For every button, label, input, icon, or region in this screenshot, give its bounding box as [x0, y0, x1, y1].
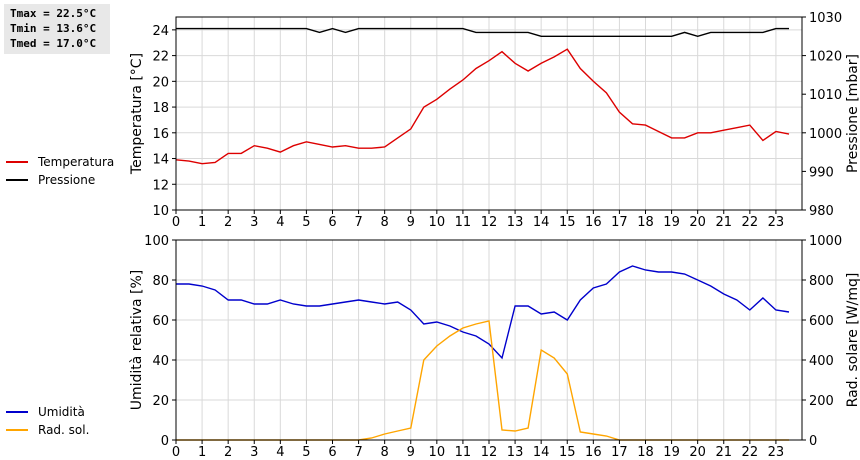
series-line-2 — [176, 265, 790, 360]
y2-tick-label: 800 — [809, 274, 834, 289]
y2-tick-label: 1030 — [809, 11, 842, 26]
x-tick-label: 11 — [455, 215, 472, 230]
x-tick-label: 5 — [302, 215, 310, 230]
y-tick-label: 22 — [152, 50, 169, 65]
y-axis-label: Umidità relativa [%] — [129, 270, 145, 411]
y-tick-label: 20 — [152, 394, 169, 409]
y-tick-label: 40 — [152, 354, 169, 369]
x-tick-label: 9 — [407, 445, 415, 460]
x-tick-label: 3 — [250, 445, 258, 460]
x-tick-label: 18 — [637, 445, 654, 460]
series-line-1 — [176, 27, 789, 38]
y2-tick-label: 400 — [809, 354, 834, 369]
x-tick-label: 15 — [559, 215, 576, 230]
y2-tick-label: 1020 — [809, 50, 842, 65]
y2-tick-label: 200 — [809, 394, 834, 409]
stats-box: Tmax = 22.5°C Tmin = 13.6°C Tmed = 17.0°… — [4, 4, 110, 54]
x-tick-label: 0 — [172, 215, 180, 230]
y2-tick-label: 980 — [809, 204, 834, 219]
y-tick-label: 18 — [152, 101, 169, 116]
x-tick-label: 17 — [611, 215, 628, 230]
x-tick-label: 4 — [276, 445, 284, 460]
x-tick-label: 9 — [407, 215, 415, 230]
x-tick-label: 3 — [250, 215, 258, 230]
y-tick-label: 24 — [152, 24, 169, 39]
x-tick-label: 16 — [585, 445, 602, 460]
legend-label: Temperatura — [37, 155, 114, 169]
series-line-3 — [176, 320, 789, 441]
x-tick-label: 8 — [381, 215, 389, 230]
x-tick-label: 22 — [742, 445, 759, 460]
legend-label: Rad. sol. — [38, 423, 89, 437]
y-tick-label: 14 — [152, 153, 169, 168]
x-tick-label: 21 — [715, 445, 732, 460]
x-tick-label: 10 — [429, 445, 446, 460]
x-tick-label: 2 — [224, 445, 232, 460]
legend-label: Umidità — [38, 405, 85, 419]
x-tick-label: 21 — [715, 215, 732, 230]
y-tick-label: 100 — [144, 234, 169, 249]
x-tick-label: 4 — [276, 215, 284, 230]
tmax-text: Tmax = 22.5°C — [10, 7, 97, 20]
y-axis-label: Temperatura [°C] — [129, 53, 145, 175]
x-tick-label: 15 — [559, 445, 576, 460]
x-tick-label: 20 — [689, 215, 706, 230]
y-tick-label: 16 — [152, 127, 169, 142]
legend-label: Pressione — [38, 173, 95, 187]
tmed-text: Tmed = 17.0°C — [10, 37, 97, 50]
y-tick-label: 20 — [152, 75, 169, 90]
x-tick-label: 14 — [533, 215, 550, 230]
y2-tick-label: 600 — [809, 314, 834, 329]
x-tick-label: 1 — [198, 445, 206, 460]
tmin-text: Tmin = 13.6°C — [10, 22, 97, 35]
x-tick-label: 23 — [768, 445, 785, 460]
y-tick-label: 0 — [161, 434, 169, 449]
x-tick-label: 0 — [172, 445, 180, 460]
x-tick-label: 13 — [507, 215, 524, 230]
x-tick-label: 6 — [328, 215, 336, 230]
x-tick-label: 20 — [689, 445, 706, 460]
x-tick-label: 6 — [328, 445, 336, 460]
x-tick-label: 12 — [481, 215, 498, 230]
x-tick-label: 11 — [455, 445, 472, 460]
x-tick-label: 8 — [381, 445, 389, 460]
x-tick-label: 19 — [663, 215, 680, 230]
x-tick-label: 18 — [637, 215, 654, 230]
x-tick-label: 2 — [224, 215, 232, 230]
y2-tick-label: 1000 — [809, 127, 842, 142]
x-tick-label: 1 — [198, 215, 206, 230]
y-tick-label: 80 — [152, 274, 169, 289]
y2-tick-label: 990 — [809, 165, 834, 180]
y-tick-label: 10 — [152, 204, 169, 219]
x-tick-label: 5 — [302, 445, 310, 460]
series-line-0 — [175, 48, 790, 165]
y-tick-label: 12 — [152, 178, 169, 193]
y2-tick-label: 1000 — [809, 234, 842, 249]
x-tick-label: 17 — [611, 445, 628, 460]
x-tick-label: 22 — [742, 215, 759, 230]
x-tick-label: 23 — [768, 215, 785, 230]
x-tick-label: 12 — [481, 445, 498, 460]
y2-axis-label: Rad. solare [W/mq] — [845, 273, 860, 408]
x-tick-label: 10 — [429, 215, 446, 230]
y-tick-label: 60 — [152, 314, 169, 329]
x-tick-label: 7 — [354, 215, 362, 230]
x-tick-label: 7 — [354, 445, 362, 460]
y2-tick-label: 0 — [809, 434, 817, 449]
x-tick-label: 16 — [585, 215, 602, 230]
y2-axis-label: Pressione [mbar] — [845, 54, 860, 173]
y2-tick-label: 1010 — [809, 88, 842, 103]
x-tick-label: 14 — [533, 445, 550, 460]
x-tick-label: 13 — [507, 445, 524, 460]
x-tick-label: 19 — [663, 445, 680, 460]
